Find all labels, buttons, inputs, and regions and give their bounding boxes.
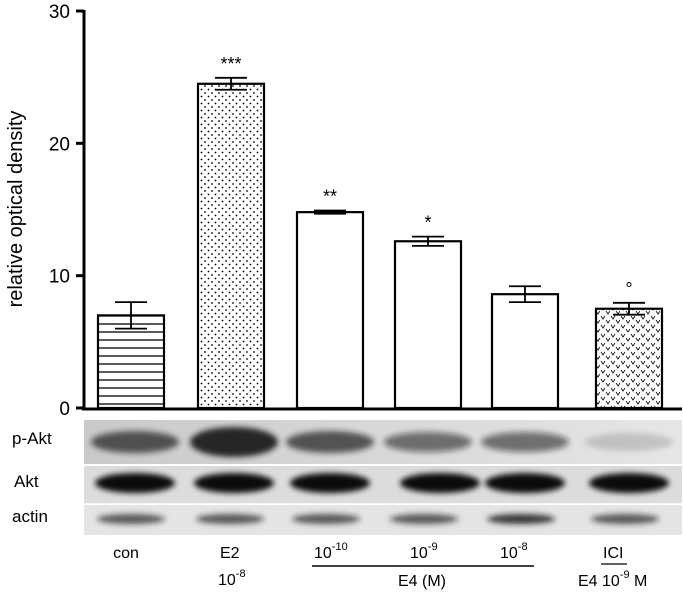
band-pakt bbox=[585, 433, 673, 451]
category-labels: con E2 10-8 10-10 10-9 10-8 E4 (M) ICI E… bbox=[113, 541, 647, 590]
band-actin bbox=[390, 514, 458, 524]
bar bbox=[196, 82, 266, 410]
label-e2: E2 bbox=[220, 545, 240, 562]
band-actin bbox=[196, 514, 264, 524]
blot-row-bg-pakt bbox=[84, 420, 682, 464]
label-ici: ICI bbox=[603, 545, 623, 562]
bars bbox=[96, 82, 664, 410]
band-akt bbox=[290, 473, 370, 493]
band-akt bbox=[194, 473, 274, 493]
y-tick-label: 30 bbox=[49, 2, 70, 23]
significance-label: *** bbox=[220, 54, 241, 74]
blot-label-pakt: p-Akt bbox=[12, 429, 52, 448]
western-blot: p-Akt Akt actin bbox=[12, 420, 682, 535]
band-pakt bbox=[384, 432, 472, 452]
blot-row-bg-akt bbox=[84, 466, 682, 504]
error-bars bbox=[115, 76, 645, 330]
bar bbox=[295, 211, 365, 410]
significance-label: ° bbox=[625, 279, 632, 299]
bar bbox=[490, 293, 560, 410]
band-pakt bbox=[190, 427, 278, 457]
label-e4-1e-8: 10-8 bbox=[500, 541, 528, 562]
label-con: con bbox=[113, 545, 139, 562]
band-actin bbox=[487, 514, 555, 524]
y-tick-label: 0 bbox=[59, 399, 70, 420]
label-e4-1e-9: 10-9 bbox=[410, 541, 438, 562]
bar bbox=[96, 314, 166, 410]
axes: 0 10 20 30 bbox=[49, 2, 682, 420]
band-akt bbox=[589, 473, 669, 493]
blot-row-bg-actin bbox=[84, 505, 682, 535]
y-tick-label: 20 bbox=[49, 134, 70, 155]
blot-label-akt: Akt bbox=[14, 472, 39, 491]
band-pakt bbox=[91, 431, 179, 453]
y-ticks: 0 10 20 30 bbox=[49, 2, 84, 420]
band-pakt bbox=[286, 431, 374, 453]
label-e4-group: E4 (M) bbox=[398, 573, 446, 590]
label-e4-1e-10: 10-10 bbox=[314, 541, 348, 562]
blot-label-actin: actin bbox=[12, 507, 48, 526]
significance-label: ** bbox=[323, 187, 337, 207]
bar bbox=[393, 240, 463, 410]
band-akt bbox=[400, 473, 480, 493]
band-akt bbox=[95, 473, 175, 493]
y-tick-label: 10 bbox=[49, 267, 70, 288]
label-e2-conc: 10-8 bbox=[218, 568, 246, 589]
significance-label: * bbox=[424, 213, 431, 233]
band-pakt bbox=[481, 432, 569, 452]
bar bbox=[594, 307, 664, 410]
significance-markers: ******° bbox=[220, 54, 632, 299]
band-actin bbox=[97, 514, 165, 524]
y-axis-label: relative optical density bbox=[5, 111, 27, 308]
band-akt bbox=[485, 473, 565, 493]
band-actin bbox=[292, 514, 360, 524]
label-ici-e4: E4 10-9 M bbox=[578, 569, 647, 590]
band-actin bbox=[591, 514, 659, 524]
